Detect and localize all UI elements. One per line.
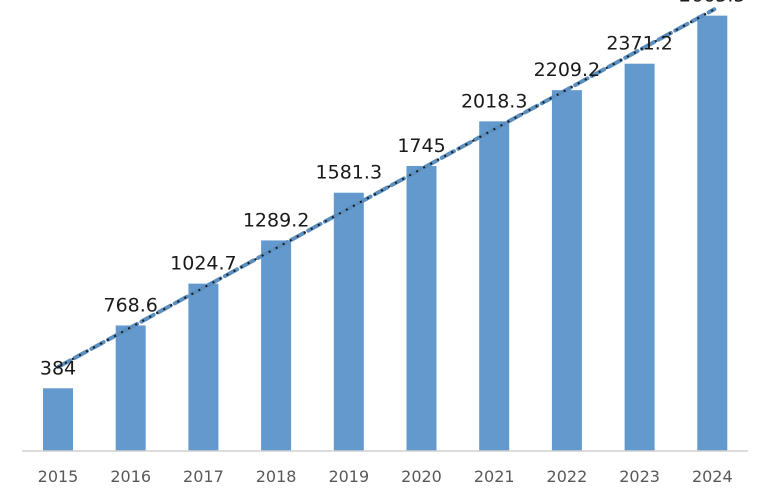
bar-2024 — [697, 15, 728, 451]
bar-2016 — [115, 325, 146, 451]
bar-2023 — [624, 63, 655, 451]
x-tick-label-2023: 2023 — [619, 467, 660, 486]
data-labels-group: 384 768.6 1024.7 1289.2 1581.3 1745 2018.3 2209… — [40, 0, 746, 379]
data-label-2022: 2209.2 — [534, 59, 600, 81]
bars-group — [43, 15, 728, 451]
bar-2015 — [43, 388, 73, 451]
bar-2018 — [261, 240, 292, 451]
trendline — [56, 7, 717, 370]
x-tick-label-2015: 2015 — [38, 467, 79, 486]
data-label-2020: 1745 — [397, 135, 445, 157]
x-tick-label-2018: 2018 — [256, 467, 297, 486]
data-label-2017: 1024.7 — [170, 253, 236, 275]
x-tick-label-2021: 2021 — [474, 467, 515, 486]
trendline-group — [56, 7, 717, 370]
x-tick-label-2017: 2017 — [183, 467, 224, 486]
x-tick-labels-group: 2015 2016 2017 2018 2019 2020 2021 2022 2023 2024 — [38, 467, 733, 486]
bar-2019 — [333, 192, 364, 451]
bar-2022 — [551, 90, 582, 451]
x-tick-label-2024: 2024 — [692, 467, 733, 486]
data-label-2024: 2665.5 — [679, 0, 745, 7]
data-label-2016: 768.6 — [103, 294, 157, 316]
bar-2017 — [188, 283, 219, 451]
x-tick-label-2016: 2016 — [110, 467, 151, 486]
data-label-2021: 2018.3 — [461, 90, 527, 112]
data-label-2018: 1289.2 — [243, 209, 309, 231]
x-tick-label-2020: 2020 — [401, 467, 442, 486]
x-tick-label-2019: 2019 — [328, 467, 369, 486]
bar-2021 — [479, 121, 510, 451]
bar-2020 — [406, 165, 437, 451]
data-label-2019: 1581.3 — [316, 162, 382, 184]
x-tick-label-2022: 2022 — [547, 467, 588, 486]
data-label-2015: 384 — [40, 357, 76, 379]
data-label-2023: 2371.2 — [606, 33, 672, 55]
